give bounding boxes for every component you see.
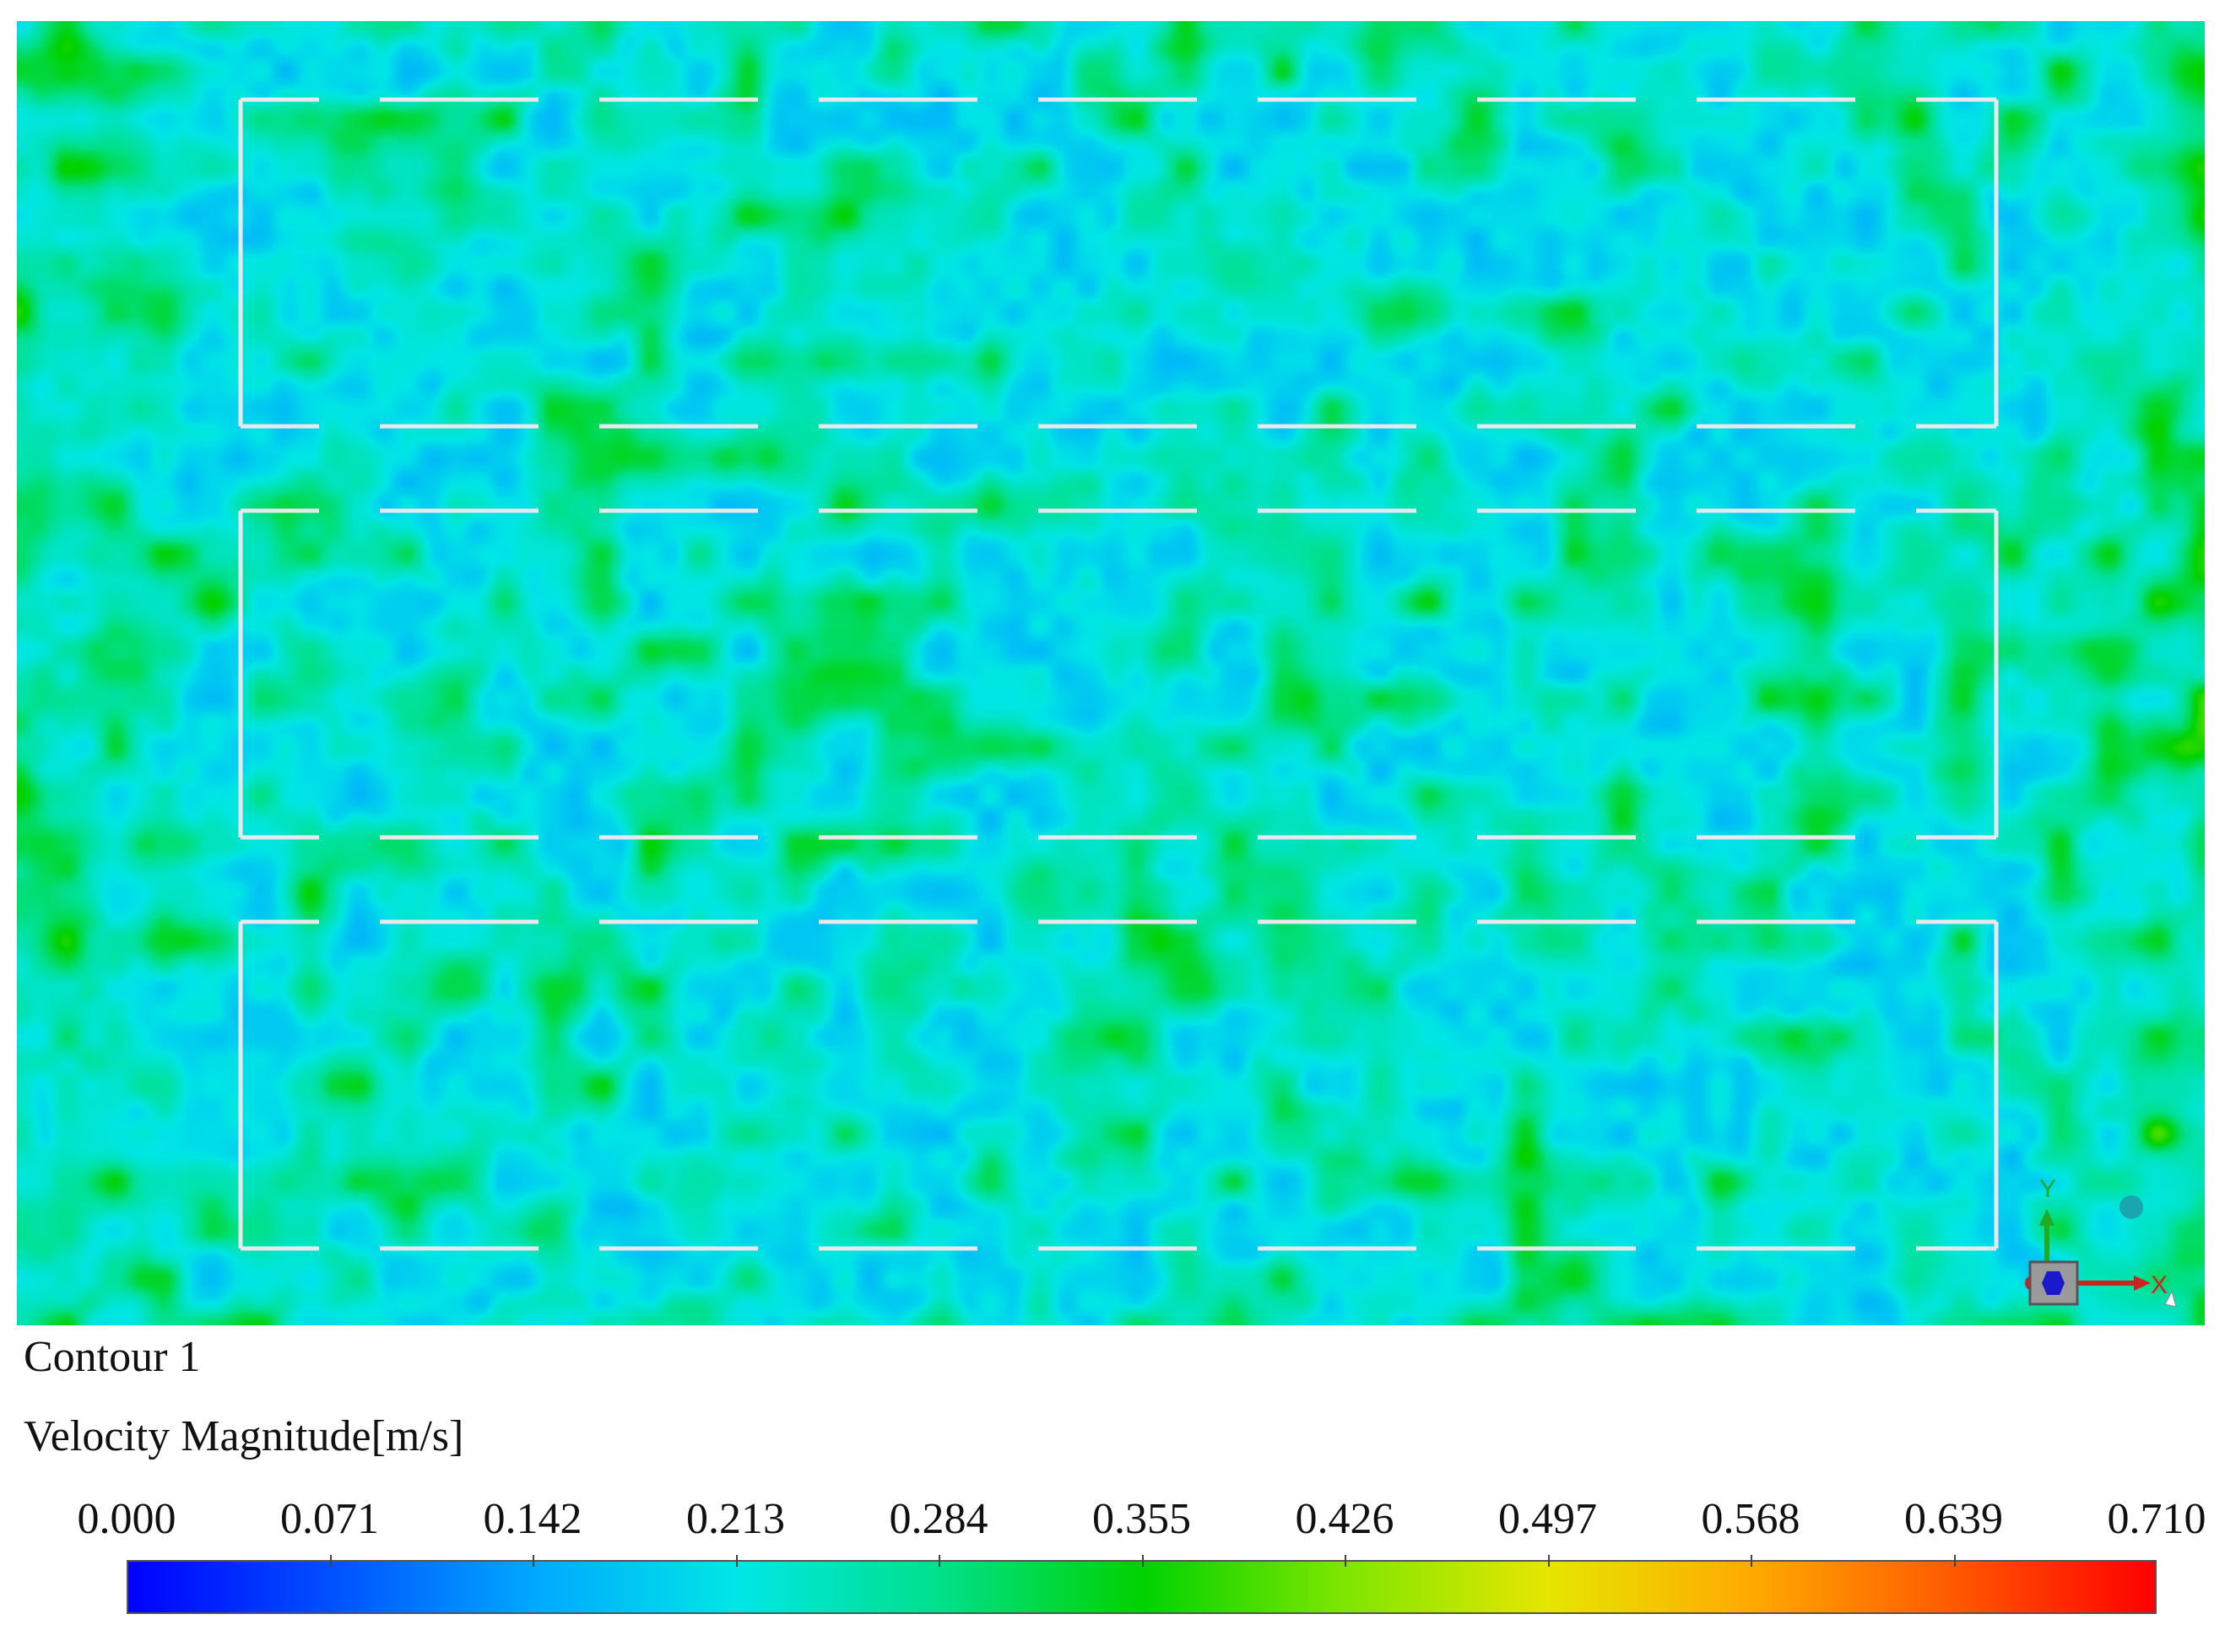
variable-label: Velocity Magnitude[m/s] xyxy=(24,1412,464,1460)
contour-viewport[interactable] xyxy=(17,21,2205,1325)
colorbar-tick-label: 0.355 xyxy=(1092,1495,1191,1543)
colorbar-tick-label: 0.284 xyxy=(889,1495,988,1543)
colorbar-tick-label: 0.426 xyxy=(1295,1495,1394,1543)
colorbar-tick xyxy=(735,1555,738,1567)
axis-triad[interactable]: Y X xyxy=(2017,1165,2195,1325)
colorbar-tick-label: 0.142 xyxy=(483,1495,582,1543)
colorbar-tick-label: 0.497 xyxy=(1498,1495,1597,1543)
colorbar-tick-label: 0.071 xyxy=(280,1495,379,1543)
view-sphere-icon xyxy=(2119,1195,2143,1219)
colorbar-tick xyxy=(1953,1555,1956,1567)
colorbar-tick-label: 0.213 xyxy=(686,1495,785,1543)
colorbar-tick xyxy=(533,1555,534,1567)
y-axis-label: Y xyxy=(2039,1175,2056,1203)
velocity-contour-field xyxy=(17,21,2205,1325)
colorbar-tick-label: 0.639 xyxy=(1904,1495,2003,1543)
cursor-icon xyxy=(2164,1290,2177,1308)
colorbar-ticks xyxy=(127,1555,2157,1568)
colorbar-tick xyxy=(939,1555,940,1567)
colorbar-tick xyxy=(1345,1555,1346,1567)
colorbar-tick xyxy=(329,1555,332,1567)
building-walls xyxy=(238,97,1999,1251)
contour-title: Contour 1 xyxy=(24,1333,201,1381)
colorbar xyxy=(127,1560,2157,1614)
x-axis-label: X xyxy=(2151,1271,2168,1299)
colorbar-tick-label: 0.568 xyxy=(1701,1495,1800,1543)
colorbar-tick xyxy=(1547,1555,1550,1567)
colorbar-tick-labels: 0.000 0.071 0.142 0.213 0.284 0.355 0.426 0.497… xyxy=(0,1494,2225,1553)
colorbar-tick-label: 0.000 xyxy=(77,1495,176,1543)
triad-cube-icon xyxy=(2025,1260,2079,1306)
x-axis-arrow xyxy=(2068,1276,2151,1291)
colorbar-tick xyxy=(1751,1555,1752,1567)
colorbar-tick xyxy=(1141,1555,1144,1567)
colorbar-tick-label: 0.710 xyxy=(2107,1495,2206,1543)
